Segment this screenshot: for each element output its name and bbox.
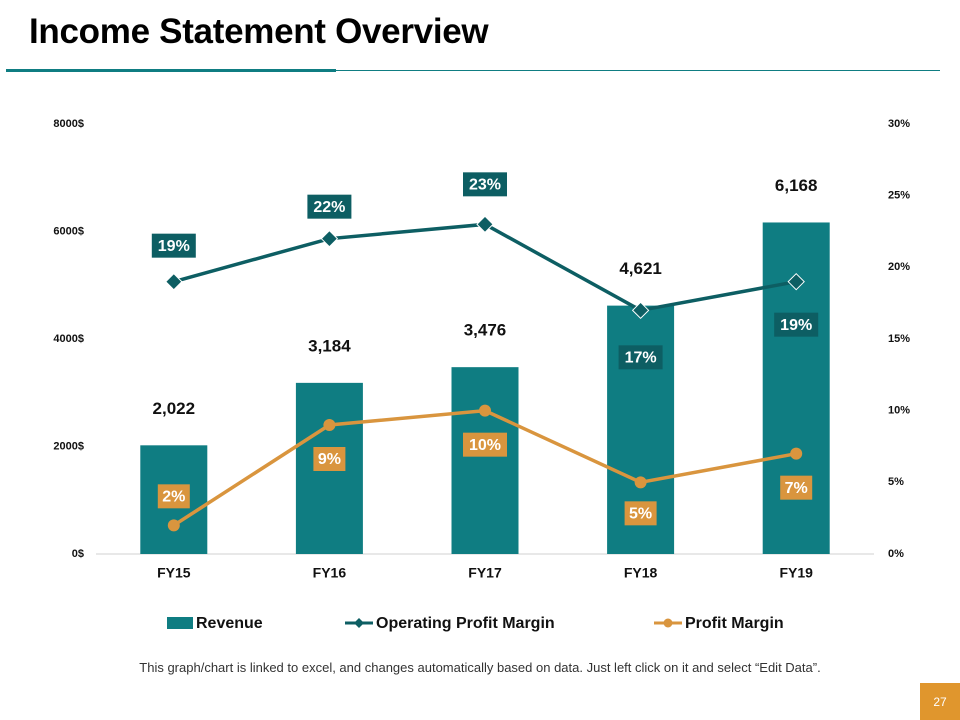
- profit-margin-label: 10%: [469, 437, 501, 454]
- title-underline: [6, 70, 940, 71]
- y-left-tick-label: 0$: [72, 548, 84, 560]
- x-tick-label: FY16: [313, 565, 347, 581]
- operating-profit-margin-marker[interactable]: [476, 215, 494, 234]
- income-chart[interactable]: 0$ 2000$ 4000$ 6000$ 8000$ 0% 5% 10% 15% 20% 25% 30…: [0, 0, 960, 650]
- revenue-value-label: 4,621: [619, 259, 662, 278]
- x-tick-label: FY17: [468, 565, 502, 581]
- revenue-value-label: 3,476: [464, 321, 507, 340]
- revenue-bar[interactable]: [762, 222, 830, 554]
- operating-profit-margin-label-box: [307, 194, 352, 219]
- profit-margin-label-box: [463, 432, 507, 457]
- legend-swatch-revenue: [167, 617, 193, 629]
- profit-margin-label: 7%: [785, 480, 808, 497]
- profit-margin-label: 5%: [629, 506, 652, 523]
- y-left-tick-label: 8000$: [53, 118, 84, 130]
- y-left-tick-label: 6000$: [53, 225, 84, 237]
- profit-margin-label-box: [780, 475, 813, 500]
- profit-margin-marker[interactable]: [323, 419, 336, 431]
- operating-profit-margin-marker[interactable]: [320, 229, 339, 248]
- y-left-tick-label: 4000$: [53, 333, 84, 345]
- legend-swatch-pm-marker: [663, 618, 673, 628]
- profit-margin-marker[interactable]: [790, 447, 803, 460]
- y-right-tick-label: 10%: [888, 405, 910, 417]
- operating-profit-margin-marker[interactable]: [631, 301, 650, 320]
- y-right-tick-label: 30%: [888, 118, 910, 130]
- revenue-value-label: 6,168: [775, 176, 818, 195]
- y-right-tick-label: 20%: [888, 261, 910, 273]
- page-number-badge: 27: [920, 683, 960, 720]
- operating-profit-margin-label-box: [618, 345, 663, 370]
- operating-profit-margin-label: 19%: [158, 238, 190, 255]
- profit-margin-label: 9%: [318, 451, 341, 468]
- operating-profit-margin-label-box: [774, 312, 819, 337]
- legend-swatch-opm-marker: [354, 618, 364, 628]
- operating-profit-margin-label: 22%: [313, 199, 345, 216]
- profit-margin-label-box: [313, 447, 346, 471]
- y-left-tick-label: 2000$: [53, 440, 84, 452]
- profit-margin-marker[interactable]: [167, 519, 180, 532]
- footnote: This graph/chart is linked to excel, and…: [139, 660, 821, 675]
- operating-profit-margin-label: 17%: [625, 350, 657, 367]
- legend-label-operating-profit-margin: Operating Profit Margin: [376, 615, 555, 632]
- y-right-tick-label: 25%: [888, 190, 910, 202]
- legend-label-profit-margin: Profit Margin: [685, 615, 784, 632]
- y-right-tick-label: 0%: [888, 548, 904, 560]
- profit-margin-label-box: [624, 501, 657, 526]
- revenue-bar[interactable]: [451, 367, 519, 554]
- x-tick-label: FY19: [779, 565, 813, 581]
- x-tick-label: FY15: [157, 565, 191, 581]
- revenue-value-label: 3,184: [308, 336, 351, 355]
- profit-margin-marker[interactable]: [479, 404, 491, 417]
- revenue-value-label: 2,022: [153, 399, 196, 418]
- operating-profit-margin-line[interactable]: [173, 222, 797, 313]
- y-right-tick-label: 5%: [888, 476, 904, 488]
- profit-margin-label: 2%: [162, 489, 185, 506]
- operating-profit-margin-label-box: [463, 172, 507, 197]
- y-right-tick-label: 15%: [888, 333, 910, 345]
- operating-profit-margin-marker[interactable]: [165, 272, 183, 291]
- operating-profit-margin-marker[interactable]: [787, 272, 805, 291]
- operating-profit-margin-label: 23%: [469, 177, 501, 194]
- x-tick-label: FY18: [624, 565, 658, 581]
- profit-margin-marker[interactable]: [634, 476, 647, 489]
- legend-label-revenue: Revenue: [196, 615, 263, 632]
- operating-profit-margin-label: 19%: [780, 317, 812, 334]
- profit-margin-label-box: [157, 484, 190, 509]
- operating-profit-margin-label-box: [151, 233, 196, 258]
- page-title: Income Statement Overview: [29, 12, 489, 51]
